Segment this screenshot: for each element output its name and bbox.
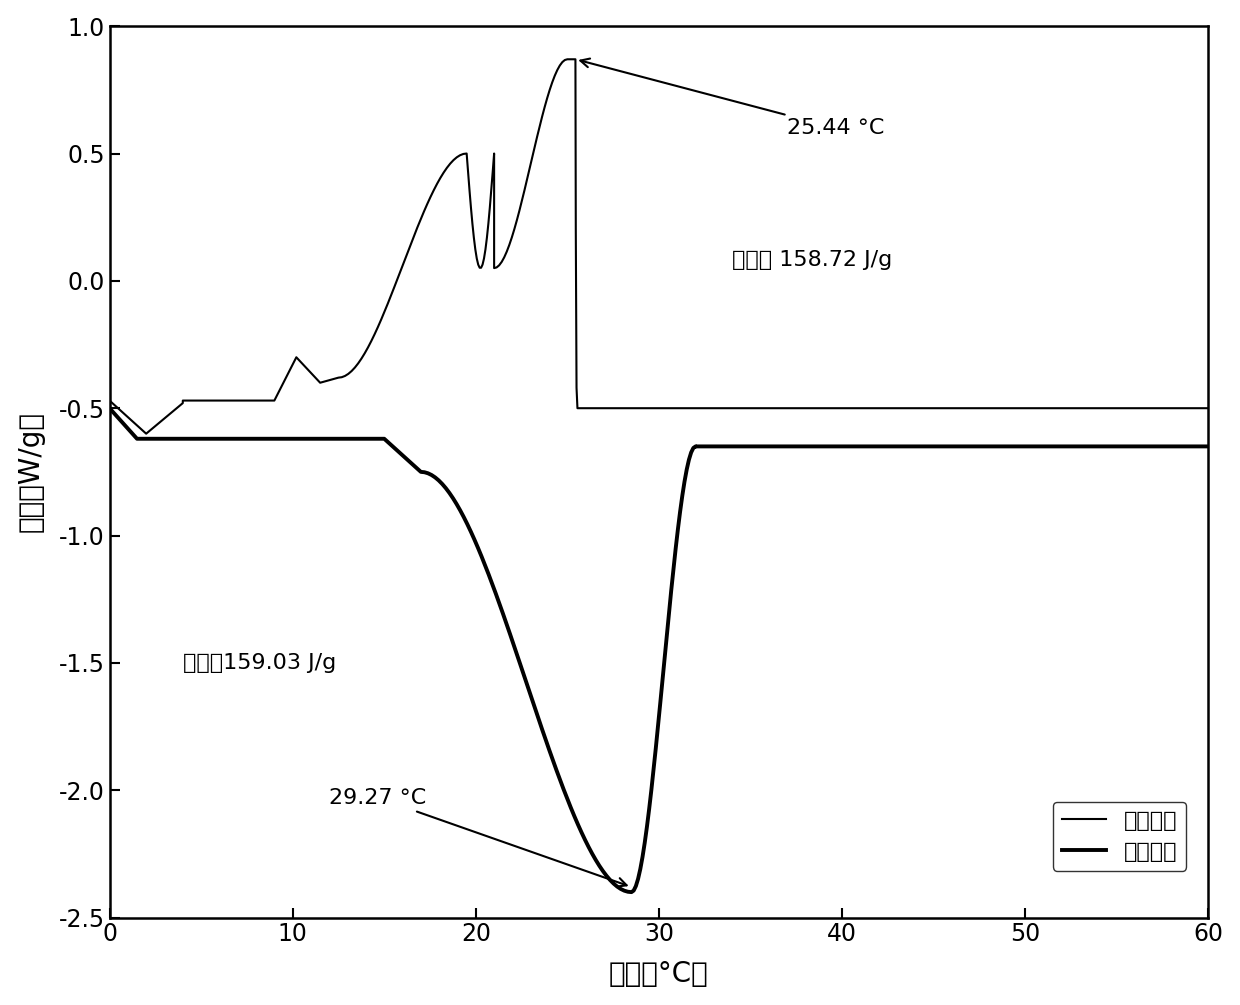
Legend: 储热过程, 释热过程: 储热过程, 释热过程 — [1053, 802, 1187, 870]
Text: 25.44 °C: 25.44 °C — [580, 58, 884, 138]
Text: 热焚： 158.72 J/g: 热焚： 158.72 J/g — [732, 250, 893, 270]
X-axis label: 温度（°C）: 温度（°C） — [609, 961, 709, 988]
Text: 热焚：159.03 J/g: 热焚：159.03 J/g — [182, 653, 336, 673]
Text: 29.27 °C: 29.27 °C — [330, 788, 626, 886]
Y-axis label: 热流（W/g）: 热流（W/g） — [16, 411, 45, 533]
